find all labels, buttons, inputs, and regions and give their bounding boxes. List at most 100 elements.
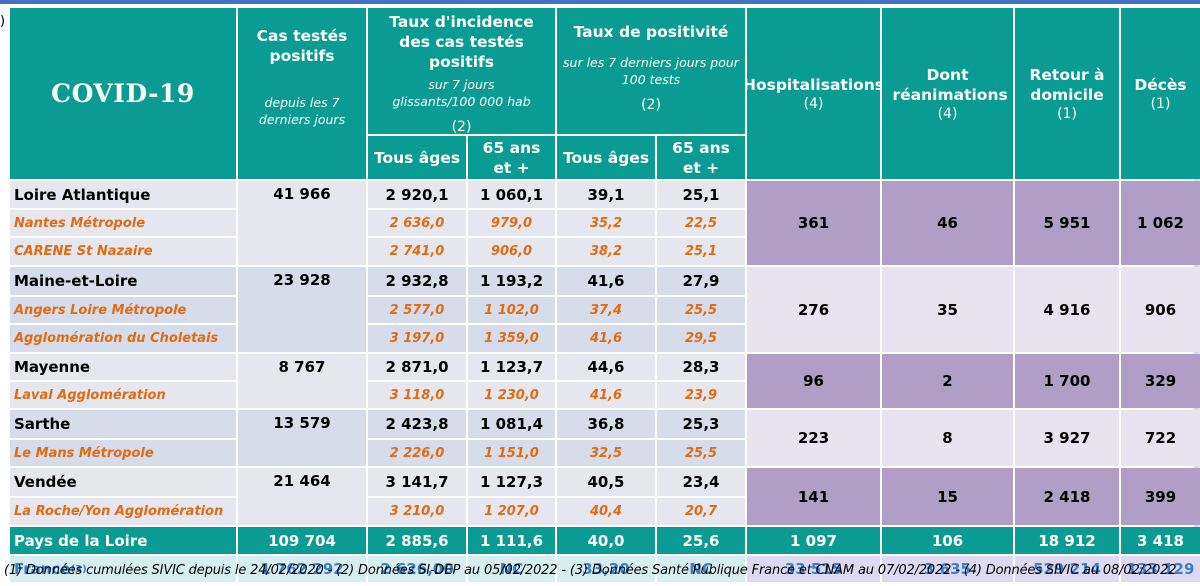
- sub-area-positivite-all: 32,5: [557, 440, 655, 466]
- france-pos-65: NC: [657, 556, 745, 582]
- france-retour: 529 214: [1015, 556, 1119, 582]
- department-incidence-all: 2 932,8: [368, 267, 466, 295]
- sub-area-incidence-all: 2 577,0: [368, 297, 466, 323]
- department-retour-domicile: 3 927: [1015, 410, 1119, 466]
- department-positivite-65: 23,4: [657, 468, 745, 496]
- department-cas-cell: 23 928: [238, 267, 366, 352]
- department-deces: 906: [1121, 267, 1200, 352]
- header-reanimations: Dont réanimations (4): [882, 8, 1013, 179]
- header-cas-sub: depuis les 7 derniers jours: [258, 95, 346, 127]
- sub-area-positivite-65: 20,7: [657, 498, 745, 525]
- department-cas-cell: 21 464: [238, 468, 366, 525]
- department-retour-domicile: 4 916: [1015, 267, 1119, 352]
- header-pos-tous-ages: Tous âges: [557, 136, 655, 179]
- sub-area-incidence-all: 3 210,0: [368, 498, 466, 525]
- department-incidence-all: 3 141,7: [368, 468, 466, 496]
- france-deces: 133 129: [1121, 556, 1200, 582]
- department-name: Sarthe: [10, 410, 236, 438]
- header-positivite-sub: sur les 7 derniers jours pour 100 tests: [563, 55, 739, 87]
- sub-area-positivite-all: 35,2: [557, 210, 655, 236]
- department-incidence-65: 1 123,7: [468, 354, 555, 380]
- covid-table: COVID-19 Cas testés positifs depuis les …: [10, 8, 1200, 582]
- header-cas-title: Cas testés positifs: [256, 27, 348, 65]
- department-retour-domicile: 2 418: [1015, 468, 1119, 525]
- department-deces: 722: [1121, 410, 1200, 466]
- header-positivite: Taux de positivité sur les 7 derniers jo…: [557, 8, 745, 134]
- france-inc-65: NC: [468, 556, 555, 582]
- department-deces: 399: [1121, 468, 1200, 525]
- sub-area-incidence-65: 979,0: [468, 210, 555, 236]
- sub-area-name: Angers Loire Métropole: [10, 297, 236, 323]
- sub-area-positivite-all: 41,6: [557, 325, 655, 352]
- footnote: (1) Données cumulées SIVIC depuis le 24/…: [4, 563, 1177, 578]
- table-title: COVID-19: [51, 79, 195, 108]
- sub-area-incidence-65: 906,0: [468, 238, 555, 265]
- department-positivite-65: 25,1: [657, 181, 745, 208]
- header-hospitalisations: Hospitalisations (4): [747, 8, 880, 179]
- pays-inc-all: 2 885,6: [368, 527, 466, 554]
- department-reanimations: 46: [882, 181, 1013, 265]
- header-incidence: Taux d'incidence des cas testés positifs…: [368, 8, 555, 134]
- department-cas: 41 966: [273, 185, 331, 203]
- sub-area-positivite-65: 25,1: [657, 238, 745, 265]
- pays-pos-65: 25,6: [657, 527, 745, 554]
- department-positivite-65: 27,9: [657, 267, 745, 295]
- department-hospitalisations: 141: [747, 468, 880, 525]
- france-inc-all: 2 626,00: [368, 556, 466, 582]
- department-cas-cell: 8 767: [238, 354, 366, 408]
- department-positivite-all: 36,8: [557, 410, 655, 438]
- sub-area-name: Agglomération du Choletais: [10, 325, 236, 352]
- sub-area-positivite-all: 38,2: [557, 238, 655, 265]
- header-pos-65: 65 ans et +: [657, 136, 745, 179]
- sub-area-positivite-65: 22,5: [657, 210, 745, 236]
- department-deces: 329: [1121, 354, 1200, 408]
- pays-retour: 18 912: [1015, 527, 1119, 554]
- department-incidence-all: 2 423,8: [368, 410, 466, 438]
- paren-mark: ): [0, 14, 6, 29]
- department-positivite-65: 28,3: [657, 354, 745, 380]
- header-retour-domicile: Retour à domicile (1): [1015, 8, 1119, 179]
- department-incidence-65: 1 060,1: [468, 181, 555, 208]
- header-incidence-sub: sur 7 jours glissants/100 000 hab: [392, 77, 531, 109]
- department-reanimations: 15: [882, 468, 1013, 525]
- header-positivite-note: (2): [641, 97, 661, 113]
- sub-area-incidence-65: 1 230,0: [468, 382, 555, 408]
- department-retour-domicile: 1 700: [1015, 354, 1119, 408]
- department-positivite-all: 44,6: [557, 354, 655, 380]
- department-cas-cell: 13 579: [238, 410, 366, 466]
- header-deces: Décès (1): [1121, 8, 1200, 179]
- pays-name: Pays de la Loire: [10, 527, 236, 554]
- sub-area-positivite-65: 29,5: [657, 325, 745, 352]
- header-incidence-title: Taux d'incidence des cas testés positifs: [389, 13, 534, 71]
- department-reanimations: 35: [882, 267, 1013, 352]
- sub-area-positivite-65: 23,9: [657, 382, 745, 408]
- sub-area-positivite-65: 25,5: [657, 440, 745, 466]
- france-footnote-ref: (3): [70, 563, 87, 575]
- department-positivite-all: 41,6: [557, 267, 655, 295]
- sub-area-incidence-all: 3 118,0: [368, 382, 466, 408]
- header-inc-65: 65 ans et +: [468, 136, 555, 179]
- department-name: Mayenne: [10, 354, 236, 380]
- header-inc-tous-ages: Tous âges: [368, 136, 466, 179]
- sub-area-incidence-65: 1 102,0: [468, 297, 555, 323]
- header-incidence-note: (2): [451, 119, 472, 134]
- department-positivite-all: 39,1: [557, 181, 655, 208]
- sub-area-name: La Roche/Yon Agglomération: [10, 498, 236, 525]
- pays-deces: 3 418: [1121, 527, 1200, 554]
- sub-area-incidence-all: 2 741,0: [368, 238, 466, 265]
- sub-area-positivite-65: 25,5: [657, 297, 745, 323]
- sub-area-positivite-all: 40,4: [557, 498, 655, 525]
- header-cas: Cas testés positifs depuis les 7 dernier…: [238, 8, 366, 179]
- department-positivite-all: 40,5: [557, 468, 655, 496]
- department-cas: 8 767: [278, 358, 326, 376]
- sub-area-incidence-all: 2 226,0: [368, 440, 466, 466]
- france-pos-all: 33,20: [557, 556, 655, 582]
- pays-pos-all: 40,0: [557, 527, 655, 554]
- department-cas: 21 464: [273, 472, 331, 490]
- department-hospitalisations: 361: [747, 181, 880, 265]
- department-name: Loire Atlantique: [10, 181, 236, 208]
- sub-area-name: Laval Agglomération: [10, 382, 236, 408]
- department-cas: 23 928: [273, 271, 331, 289]
- france-rea: 3 635: [882, 556, 1013, 582]
- department-name: Maine-et-Loire: [10, 267, 236, 295]
